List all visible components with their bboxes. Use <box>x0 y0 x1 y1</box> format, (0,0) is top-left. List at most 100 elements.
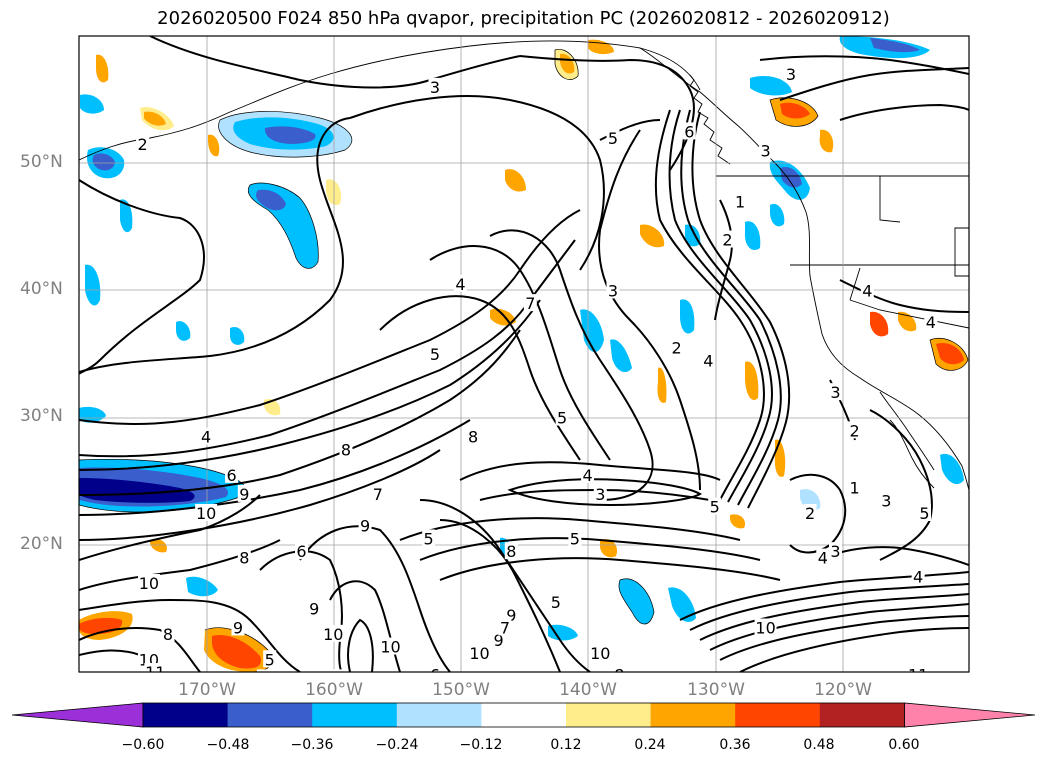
contour-label: 8 <box>506 542 516 561</box>
contour-label: 3 <box>608 281 618 300</box>
contour-label-bg <box>237 548 251 566</box>
contour-label: 5 <box>919 504 929 523</box>
colorbar-tick-label: −0.24 <box>375 737 419 753</box>
contour-label: 5 <box>710 498 720 517</box>
contour-label: 2 <box>849 421 859 440</box>
contour-label: 10 <box>139 574 159 593</box>
contour-label-bg <box>256 669 270 672</box>
contour-label: 9 <box>360 517 370 536</box>
contour-label-bg <box>733 192 747 210</box>
contour-label: 4 <box>455 275 465 294</box>
lon-label-150w: 150°W <box>432 680 490 700</box>
contour-label-bg <box>924 313 938 331</box>
contour-label: 8 <box>239 549 249 568</box>
contour-label-bg <box>816 548 830 566</box>
contour-label: 10 <box>196 504 216 523</box>
contour-label-bg <box>568 529 582 547</box>
lat-label-30n: 30°N <box>20 406 63 426</box>
contour-label: 9 <box>239 485 249 504</box>
contour-label-bg <box>907 665 930 672</box>
contour-label: 11 <box>145 663 165 682</box>
coastlines <box>79 40 969 491</box>
contour-label-bg <box>784 65 798 83</box>
lat-label-40n: 40°N <box>20 279 63 299</box>
colorbar-extend-max <box>904 702 1036 728</box>
contour-label-bg <box>606 281 620 299</box>
contour-label: 7 <box>525 294 535 313</box>
contour-label-bg <box>682 122 696 140</box>
colorbar-box <box>481 703 567 727</box>
contour-label-bg <box>295 542 308 560</box>
contour-label: 4 <box>582 466 592 485</box>
contour-label-bg <box>720 230 734 248</box>
qvapor-contours <box>79 36 969 672</box>
contour-label: 9 <box>233 618 243 637</box>
colorbar-box <box>566 703 652 727</box>
colorbar-tick-label: −0.48 <box>206 737 250 753</box>
contour-label-bg <box>772 673 785 690</box>
contour-label: 2 <box>137 135 147 154</box>
contour-label-bg <box>231 618 245 636</box>
colorbar-box <box>312 703 398 727</box>
lon-label-130w: 130°W <box>687 680 745 700</box>
lon-label-120w: 120°W <box>814 680 872 700</box>
contour-label: 3 <box>830 542 840 561</box>
contour-label-bg <box>339 440 353 458</box>
contour-label: 10 <box>469 644 489 663</box>
contour-label-bg <box>708 497 722 515</box>
contour-label: 2 <box>722 231 732 250</box>
contour-label-bg <box>759 141 773 159</box>
contour-label: 10 <box>380 638 400 657</box>
contour-label: 5 <box>265 650 275 669</box>
contour-label: 3 <box>830 383 840 402</box>
colorbar-frame <box>142 702 905 728</box>
contour-label-bg <box>803 504 817 521</box>
contour-label-bg <box>468 643 491 661</box>
colorbar-extend-min <box>11 702 144 728</box>
contour-label: 4 <box>913 568 923 587</box>
contour-label-bg <box>523 294 537 312</box>
contour-label-bg <box>428 345 442 362</box>
colorbar-tick-label: 0.12 <box>550 737 582 753</box>
contour-label-bg <box>322 624 345 642</box>
contour-label-bg <box>371 484 385 502</box>
colorbar-box <box>143 703 229 727</box>
contour-label-bg <box>144 663 167 672</box>
contour-label: 6 <box>226 466 236 485</box>
contour-label: 3 <box>881 491 891 510</box>
contour-label: 3 <box>430 78 440 97</box>
contour-label: 6 <box>258 669 268 688</box>
contour-label-bg <box>911 567 925 585</box>
contour-label: 4 <box>703 351 713 370</box>
contour-label: 5 <box>570 529 580 548</box>
colorbar-tick-label: −0.12 <box>459 737 503 753</box>
colorbar-tick-label: 0.24 <box>634 737 666 753</box>
contour-label: 3 <box>595 485 605 504</box>
contour-label-bg <box>263 650 277 668</box>
contour-label-bg <box>136 135 150 153</box>
contour-label-bg <box>333 669 347 672</box>
contour-label: 3 <box>760 141 770 160</box>
map-title: 2026020500 F024 850 hPa qvapor, precipit… <box>157 8 890 29</box>
contour-label: 6 <box>430 666 440 685</box>
contour-label: 8 <box>163 625 173 644</box>
contour-label-bg <box>701 351 715 369</box>
contour-label-bg <box>237 484 251 502</box>
contour-label-bg <box>195 504 218 521</box>
contour-label-bg <box>670 338 684 356</box>
contour-label: 8 <box>468 428 478 447</box>
colorbar-box <box>227 703 313 727</box>
contour-label: 9 <box>493 631 503 650</box>
contour-label-bg <box>428 77 442 95</box>
contour-label-bg <box>589 643 612 661</box>
contour-label-bg <box>860 281 874 299</box>
contour-label: 10 <box>590 644 610 663</box>
contour-label-bg <box>137 573 160 591</box>
contour-label: 1 <box>849 479 859 498</box>
colorbar <box>11 702 1036 728</box>
contour-label-bg <box>606 128 620 146</box>
contour-label-bg <box>829 383 842 401</box>
contour-label: 7 <box>373 485 383 504</box>
colorbar-tick-label: −0.36 <box>290 737 334 753</box>
